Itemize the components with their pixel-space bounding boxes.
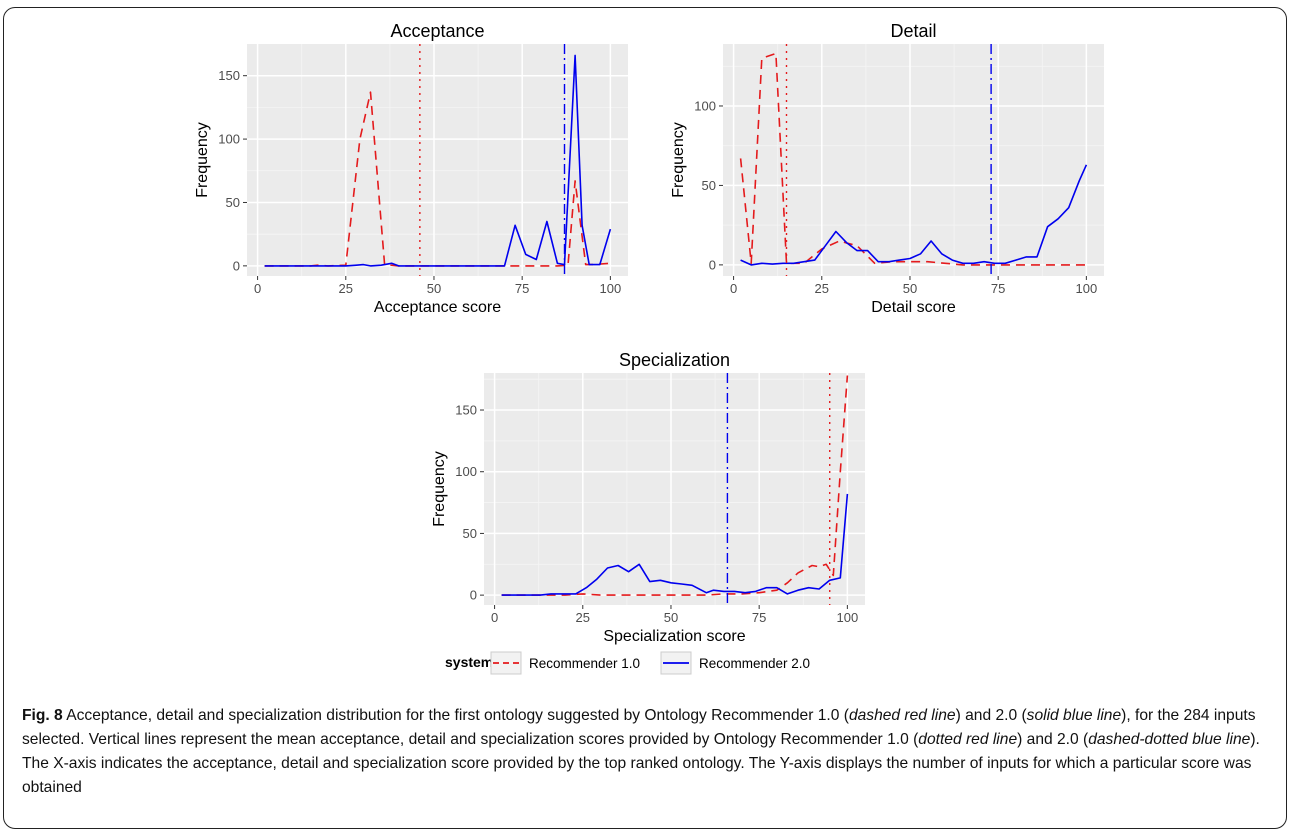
- x-tick-label: 75: [752, 610, 766, 625]
- x-tick-label: 75: [991, 281, 1005, 296]
- x-axis-label: Detail score: [871, 299, 956, 316]
- series-line-recommender-2: [501, 493, 849, 596]
- y-tick-label: 0: [470, 588, 477, 603]
- caption-text-1: Acceptance, detail and specialization di…: [62, 707, 849, 724]
- figure-caption: Fig. 8 Acceptance, detail and specializa…: [22, 704, 1272, 800]
- legend-label-2: Recommender 2.0: [699, 656, 810, 671]
- x-tick-label: 75: [515, 281, 529, 296]
- chart-title: Acceptance: [390, 21, 484, 41]
- legend-label-1: Recommender 1.0: [529, 656, 640, 671]
- y-tick-label: 50: [702, 178, 716, 193]
- x-tick-label: 0: [730, 281, 737, 296]
- plot-background: [723, 44, 1104, 276]
- x-tick-label: 100: [600, 281, 622, 296]
- x-tick-label: 100: [1076, 281, 1098, 296]
- caption-italic-2: solid blue line: [1026, 707, 1122, 724]
- y-axis-label: Frequency: [431, 451, 448, 527]
- y-tick-label: 150: [455, 403, 477, 418]
- x-tick-label: 25: [576, 610, 590, 625]
- caption-italic-1: dashed red line: [848, 707, 956, 724]
- x-tick-label: 0: [491, 610, 498, 625]
- y-axis-label: Frequency: [194, 122, 211, 198]
- caption-text-5: ). The X-axis indicates the acceptance, …: [22, 731, 1260, 796]
- chart-title: Specialization: [619, 350, 730, 370]
- chart-panel-2: 0 25 50 75 100 0 50 100 Detail Detail score Freque…: [670, 21, 1104, 316]
- caption-text-2: ) and 2.0 (: [955, 707, 1027, 724]
- series-line-recommender-2: [264, 54, 612, 267]
- y-tick-label: 0: [709, 257, 716, 272]
- caption-label: Fig. 8: [22, 707, 63, 724]
- y-tick-label: 50: [226, 195, 240, 210]
- y-tick-label: 50: [463, 526, 477, 541]
- y-tick-label: 150: [218, 68, 240, 83]
- chart-title: Detail: [890, 21, 936, 41]
- plot-background: [247, 44, 628, 276]
- series-line-recommender-1: [739, 52, 1087, 266]
- caption-italic-4: dashed-dotted blue line: [1088, 731, 1251, 748]
- x-axis-label: Specialization score: [603, 628, 745, 645]
- chart-panel-3: 0 25 50 75 100 0 50 100 150 Specialization Special…: [431, 350, 865, 645]
- y-axis-label: Frequency: [670, 122, 687, 198]
- x-tick-label: 25: [339, 281, 353, 296]
- legend-title: system: [445, 654, 493, 670]
- chart-panel-1: 0 25 50 75 100 0 50 100 150 Acceptance Acceptance …: [194, 21, 628, 316]
- y-tick-label: 100: [455, 464, 477, 479]
- caption-text-3: ), for the 284 inputs selected. Vertical…: [22, 707, 1256, 748]
- x-tick-label: 100: [837, 610, 859, 625]
- x-tick-label: 25: [815, 281, 829, 296]
- caption-italic-3: dotted red line: [918, 731, 1018, 748]
- x-tick-label: 50: [903, 281, 917, 296]
- x-tick-label: 50: [427, 281, 441, 296]
- figure-charts: 0 25 50 75 100 0 50 100 150 Acceptance Acceptance …: [194, 21, 1104, 675]
- y-tick-label: 0: [233, 258, 240, 273]
- x-tick-label: 0: [254, 281, 261, 296]
- caption-text-4: ) and 2.0 (: [1017, 731, 1089, 748]
- legend: system Recommender 1.0 Recommender 2.0: [445, 651, 810, 675]
- y-tick-label: 100: [694, 98, 716, 113]
- plot-background: [484, 373, 865, 605]
- x-tick-label: 50: [664, 610, 678, 625]
- x-axis-label: Acceptance score: [374, 299, 501, 316]
- series-line-recommender-2: [740, 164, 1088, 266]
- series-line-recommender-1: [501, 375, 849, 596]
- y-tick-label: 100: [218, 132, 240, 147]
